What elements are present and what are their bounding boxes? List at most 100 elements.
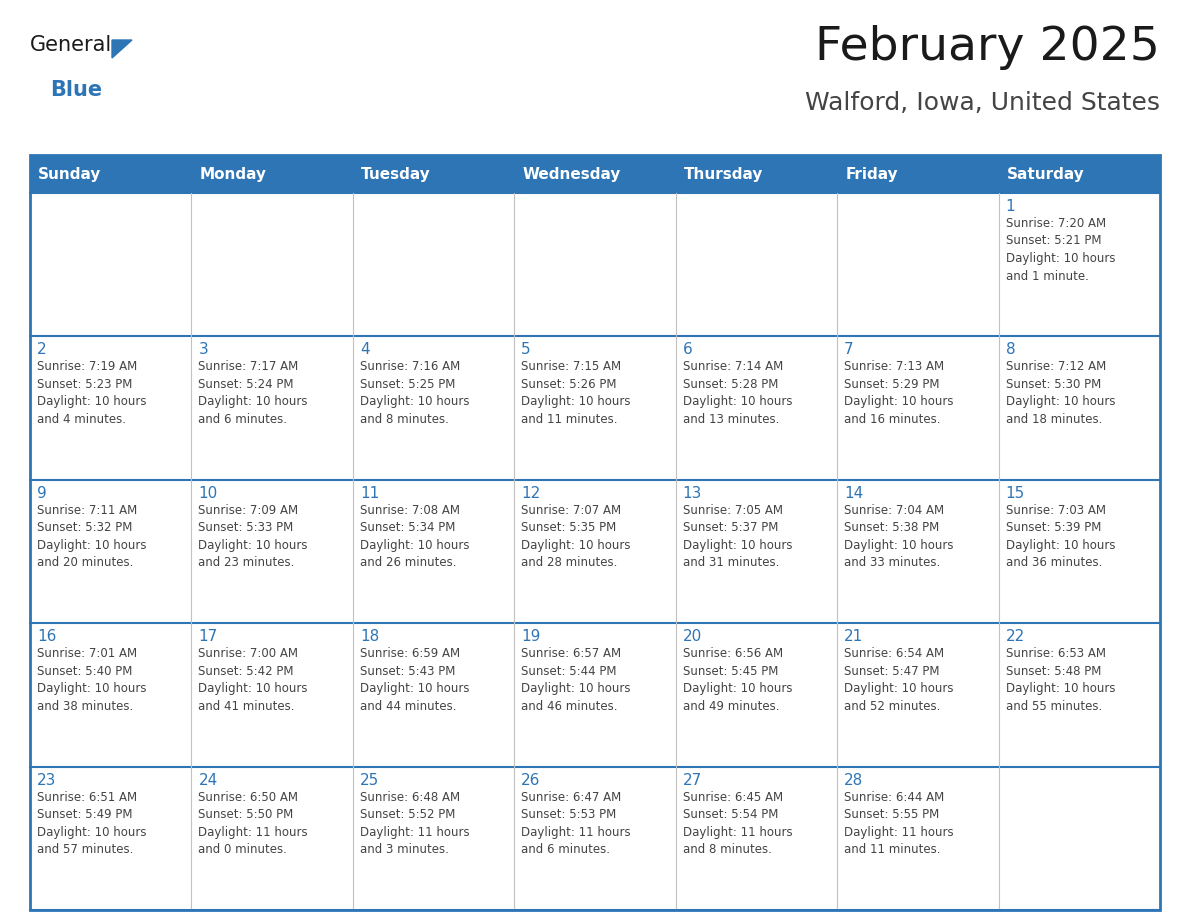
- Bar: [838, 193, 999, 336]
- Text: 5: 5: [522, 342, 531, 357]
- Text: Sunrise: 6:47 AM
Sunset: 5:53 PM
Daylight: 11 hours
and 6 minutes.: Sunrise: 6:47 AM Sunset: 5:53 PM Dayligh…: [522, 790, 631, 856]
- Bar: [838, 623, 999, 767]
- Bar: [30, 193, 191, 336]
- Text: Sunrise: 7:16 AM
Sunset: 5:25 PM
Daylight: 10 hours
and 8 minutes.: Sunrise: 7:16 AM Sunset: 5:25 PM Dayligh…: [360, 361, 469, 426]
- Polygon shape: [112, 40, 132, 58]
- Text: Sunday: Sunday: [38, 166, 101, 182]
- Text: Sunrise: 7:08 AM
Sunset: 5:34 PM
Daylight: 10 hours
and 26 minutes.: Sunrise: 7:08 AM Sunset: 5:34 PM Dayligh…: [360, 504, 469, 569]
- Text: 16: 16: [37, 629, 56, 644]
- Text: 3: 3: [198, 342, 208, 357]
- Bar: [514, 336, 676, 480]
- Text: 23: 23: [37, 773, 56, 788]
- Text: Blue: Blue: [50, 80, 102, 100]
- Bar: [838, 336, 999, 480]
- Text: Sunrise: 7:19 AM
Sunset: 5:23 PM
Daylight: 10 hours
and 4 minutes.: Sunrise: 7:19 AM Sunset: 5:23 PM Dayligh…: [37, 361, 146, 426]
- Bar: [353, 336, 514, 480]
- Text: Sunrise: 6:59 AM
Sunset: 5:43 PM
Daylight: 10 hours
and 44 minutes.: Sunrise: 6:59 AM Sunset: 5:43 PM Dayligh…: [360, 647, 469, 712]
- Bar: [676, 480, 838, 623]
- Text: 2: 2: [37, 342, 46, 357]
- Text: Sunrise: 6:50 AM
Sunset: 5:50 PM
Daylight: 11 hours
and 0 minutes.: Sunrise: 6:50 AM Sunset: 5:50 PM Dayligh…: [198, 790, 308, 856]
- Text: Sunrise: 7:12 AM
Sunset: 5:30 PM
Daylight: 10 hours
and 18 minutes.: Sunrise: 7:12 AM Sunset: 5:30 PM Dayligh…: [1005, 361, 1116, 426]
- Text: Sunrise: 6:54 AM
Sunset: 5:47 PM
Daylight: 10 hours
and 52 minutes.: Sunrise: 6:54 AM Sunset: 5:47 PM Dayligh…: [845, 647, 954, 712]
- Bar: [514, 767, 676, 910]
- Text: Sunrise: 7:14 AM
Sunset: 5:28 PM
Daylight: 10 hours
and 13 minutes.: Sunrise: 7:14 AM Sunset: 5:28 PM Dayligh…: [683, 361, 792, 426]
- Text: 14: 14: [845, 486, 864, 501]
- Bar: [514, 193, 676, 336]
- Bar: [514, 623, 676, 767]
- Text: 27: 27: [683, 773, 702, 788]
- Text: 18: 18: [360, 629, 379, 644]
- Text: Sunrise: 7:09 AM
Sunset: 5:33 PM
Daylight: 10 hours
and 23 minutes.: Sunrise: 7:09 AM Sunset: 5:33 PM Dayligh…: [198, 504, 308, 569]
- Bar: [191, 193, 353, 336]
- Bar: [676, 767, 838, 910]
- Text: 4: 4: [360, 342, 369, 357]
- Text: 17: 17: [198, 629, 217, 644]
- Text: Sunrise: 7:13 AM
Sunset: 5:29 PM
Daylight: 10 hours
and 16 minutes.: Sunrise: 7:13 AM Sunset: 5:29 PM Dayligh…: [845, 361, 954, 426]
- Bar: [30, 623, 191, 767]
- Bar: [191, 480, 353, 623]
- Text: Saturday: Saturday: [1006, 166, 1085, 182]
- Bar: [676, 623, 838, 767]
- Text: Sunrise: 7:01 AM
Sunset: 5:40 PM
Daylight: 10 hours
and 38 minutes.: Sunrise: 7:01 AM Sunset: 5:40 PM Dayligh…: [37, 647, 146, 712]
- Bar: [191, 623, 353, 767]
- Text: Monday: Monday: [200, 166, 266, 182]
- Text: Sunrise: 7:07 AM
Sunset: 5:35 PM
Daylight: 10 hours
and 28 minutes.: Sunrise: 7:07 AM Sunset: 5:35 PM Dayligh…: [522, 504, 631, 569]
- Bar: [676, 193, 838, 336]
- Text: 26: 26: [522, 773, 541, 788]
- Bar: [191, 336, 353, 480]
- Text: 6: 6: [683, 342, 693, 357]
- Bar: [353, 623, 514, 767]
- Text: Walford, Iowa, United States: Walford, Iowa, United States: [805, 91, 1159, 115]
- Text: 28: 28: [845, 773, 864, 788]
- Text: 15: 15: [1005, 486, 1025, 501]
- Bar: [30, 155, 1159, 910]
- Bar: [353, 480, 514, 623]
- Bar: [30, 767, 191, 910]
- Text: Sunrise: 7:00 AM
Sunset: 5:42 PM
Daylight: 10 hours
and 41 minutes.: Sunrise: 7:00 AM Sunset: 5:42 PM Dayligh…: [198, 647, 308, 712]
- Text: 11: 11: [360, 486, 379, 501]
- Text: 22: 22: [1005, 629, 1025, 644]
- Text: Sunrise: 6:51 AM
Sunset: 5:49 PM
Daylight: 10 hours
and 57 minutes.: Sunrise: 6:51 AM Sunset: 5:49 PM Dayligh…: [37, 790, 146, 856]
- Text: Thursday: Thursday: [684, 166, 763, 182]
- Text: Friday: Friday: [845, 166, 898, 182]
- Bar: [999, 336, 1159, 480]
- Text: 20: 20: [683, 629, 702, 644]
- Bar: [191, 767, 353, 910]
- Text: 21: 21: [845, 629, 864, 644]
- Text: Sunrise: 7:20 AM
Sunset: 5:21 PM
Daylight: 10 hours
and 1 minute.: Sunrise: 7:20 AM Sunset: 5:21 PM Dayligh…: [1005, 217, 1116, 283]
- Text: Sunrise: 6:48 AM
Sunset: 5:52 PM
Daylight: 11 hours
and 3 minutes.: Sunrise: 6:48 AM Sunset: 5:52 PM Dayligh…: [360, 790, 469, 856]
- Text: Sunrise: 6:53 AM
Sunset: 5:48 PM
Daylight: 10 hours
and 55 minutes.: Sunrise: 6:53 AM Sunset: 5:48 PM Dayligh…: [1005, 647, 1116, 712]
- Text: Sunrise: 7:17 AM
Sunset: 5:24 PM
Daylight: 10 hours
and 6 minutes.: Sunrise: 7:17 AM Sunset: 5:24 PM Dayligh…: [198, 361, 308, 426]
- Text: Sunrise: 7:04 AM
Sunset: 5:38 PM
Daylight: 10 hours
and 33 minutes.: Sunrise: 7:04 AM Sunset: 5:38 PM Dayligh…: [845, 504, 954, 569]
- Bar: [999, 767, 1159, 910]
- Bar: [999, 193, 1159, 336]
- Text: Sunrise: 7:15 AM
Sunset: 5:26 PM
Daylight: 10 hours
and 11 minutes.: Sunrise: 7:15 AM Sunset: 5:26 PM Dayligh…: [522, 361, 631, 426]
- Text: Sunrise: 7:11 AM
Sunset: 5:32 PM
Daylight: 10 hours
and 20 minutes.: Sunrise: 7:11 AM Sunset: 5:32 PM Dayligh…: [37, 504, 146, 569]
- Bar: [676, 336, 838, 480]
- Text: 9: 9: [37, 486, 46, 501]
- Bar: [353, 193, 514, 336]
- Text: Sunrise: 7:03 AM
Sunset: 5:39 PM
Daylight: 10 hours
and 36 minutes.: Sunrise: 7:03 AM Sunset: 5:39 PM Dayligh…: [1005, 504, 1116, 569]
- Text: 12: 12: [522, 486, 541, 501]
- Text: 25: 25: [360, 773, 379, 788]
- Text: Sunrise: 6:44 AM
Sunset: 5:55 PM
Daylight: 11 hours
and 11 minutes.: Sunrise: 6:44 AM Sunset: 5:55 PM Dayligh…: [845, 790, 954, 856]
- Text: 1: 1: [1005, 199, 1016, 214]
- Bar: [838, 480, 999, 623]
- Bar: [30, 336, 191, 480]
- Bar: [30, 193, 1159, 910]
- Text: Sunrise: 7:05 AM
Sunset: 5:37 PM
Daylight: 10 hours
and 31 minutes.: Sunrise: 7:05 AM Sunset: 5:37 PM Dayligh…: [683, 504, 792, 569]
- Text: 8: 8: [1005, 342, 1016, 357]
- Bar: [999, 480, 1159, 623]
- Text: Sunrise: 6:56 AM
Sunset: 5:45 PM
Daylight: 10 hours
and 49 minutes.: Sunrise: 6:56 AM Sunset: 5:45 PM Dayligh…: [683, 647, 792, 712]
- Text: Sunrise: 6:57 AM
Sunset: 5:44 PM
Daylight: 10 hours
and 46 minutes.: Sunrise: 6:57 AM Sunset: 5:44 PM Dayligh…: [522, 647, 631, 712]
- Text: 19: 19: [522, 629, 541, 644]
- Bar: [30, 155, 1159, 193]
- Text: 10: 10: [198, 486, 217, 501]
- Bar: [353, 767, 514, 910]
- Bar: [999, 623, 1159, 767]
- Text: General: General: [30, 35, 112, 55]
- Bar: [838, 767, 999, 910]
- Bar: [514, 480, 676, 623]
- Bar: [30, 480, 191, 623]
- Text: February 2025: February 2025: [815, 25, 1159, 70]
